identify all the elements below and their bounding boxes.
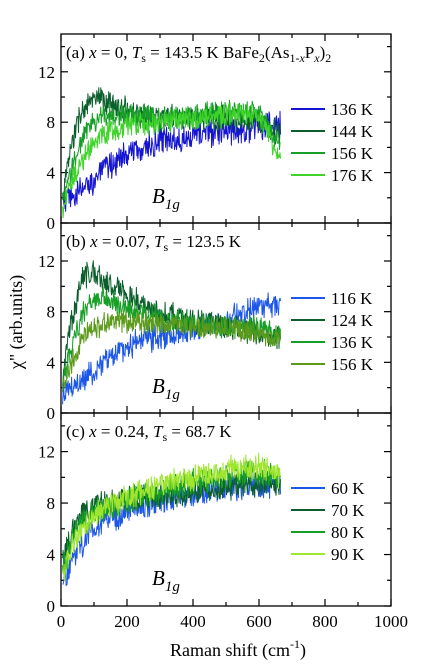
panel-c-title-tvar: T	[153, 422, 164, 441]
legend-label: 176 K	[331, 166, 374, 185]
x-tick-label: 800	[312, 612, 338, 631]
y-tick-label: 12	[38, 63, 55, 82]
panel-b-title: (b) x = 0.07, Ts = 123.5 K	[66, 232, 242, 254]
panel-a-title-fmid: (As	[265, 43, 290, 62]
panel-a-title-fclose: )	[320, 43, 326, 62]
panel-a-title: (a) x = 0, Ts = 143.5 K BaFe2(As1-xPx)2	[66, 43, 331, 65]
legend-label: 116 K	[331, 289, 373, 308]
x-axis-title: Raman shift (cm-1)	[170, 637, 306, 661]
x-tick-label: 1000	[374, 612, 408, 631]
legend-label: 136 K	[331, 100, 374, 119]
panel-a-title-fsub3: x	[313, 51, 320, 65]
x-axis-title-text: Raman shift (cm	[170, 640, 290, 661]
panel-b-title-tvar: T	[154, 232, 165, 251]
panel-c-frame	[60, 412, 392, 607]
legend-label: 90 K	[331, 545, 365, 564]
y-tick-label: 4	[47, 164, 56, 183]
x-tick-label: 200	[114, 612, 140, 631]
x-tick-label: 0	[57, 612, 66, 631]
x-tick-label: 400	[180, 612, 206, 631]
panel-a-title-fp: P	[305, 43, 314, 62]
panel-b-curves	[62, 260, 281, 405]
y-tick-label: 12	[38, 443, 55, 462]
panel-c-title: (c) x = 0.24, Ts = 68.7 K	[66, 422, 232, 444]
panel-c-ticks: 0 4 8 12 0 200 400 600 800 1000	[38, 413, 408, 631]
y-tick-label: 0	[47, 597, 56, 616]
series-line-136-k	[62, 287, 281, 392]
panel-a-title-fsub2: 1-	[289, 51, 299, 65]
panel-a-title-prefix: (a)	[66, 43, 89, 62]
legend-label: 136 K	[331, 333, 374, 352]
y-tick-label: 4	[47, 353, 56, 372]
legend-label: 156 K	[331, 355, 374, 374]
panel-c-curves	[62, 452, 281, 587]
y-tick-label: 0	[47, 214, 56, 233]
panel-b-symmetry-label: B1g	[152, 374, 180, 403]
panel-b-legend: 116 K 124 K 136 K 156 K	[291, 289, 374, 374]
y-tick-label: 8	[47, 303, 56, 322]
y-axis-title: χ" (arb.units)	[6, 275, 27, 370]
series-line-136-k	[62, 110, 281, 212]
y-tick-label: 8	[47, 113, 56, 132]
legend-label: 60 K	[331, 479, 365, 498]
panel-a-title-teq: = 143.5 K BaFe	[146, 43, 259, 62]
panel-b: 0 4 8 12 (b) x = 0.07, Ts = 123.5 K B1g 116…	[38, 222, 392, 423]
panel-b-title-xvar: x	[89, 232, 98, 251]
panel-a-title-tsub: s	[141, 51, 146, 65]
panel-b-title-teq: = 123.5 K	[168, 232, 242, 251]
panel-a-title-xeq: = 0,	[97, 43, 132, 62]
x-axis-title-sup: -1	[290, 637, 300, 651]
panel-c-symmetry-label: B1g	[152, 566, 180, 595]
panel-c-title-tsub: s	[162, 430, 167, 444]
legend-label: 70 K	[331, 501, 365, 520]
panel-a-title-xvar: x	[88, 43, 97, 62]
panel-b-ticks: 0 4 8 12	[38, 223, 392, 423]
y-tick-label: 12	[38, 252, 55, 271]
panel-a-title-fsub2b: x	[298, 51, 305, 65]
x-axis-title-close: )	[300, 640, 306, 661]
panel-c-title-xvar: x	[88, 422, 97, 441]
legend-label: 80 K	[331, 523, 365, 542]
legend-label: 144 K	[331, 122, 374, 141]
panel-a-title-fsub4: 2	[325, 51, 331, 65]
y-tick-label: 4	[47, 546, 56, 565]
panel-c-legend: 60 K 70 K 80 K 90 K	[291, 479, 365, 564]
panel-b-title-tsub: s	[163, 240, 168, 254]
panel-a-symmetry-label: B1g	[152, 184, 180, 213]
legend-label: 156 K	[331, 144, 374, 163]
panel-b-title-xeq: = 0.07,	[98, 232, 154, 251]
panel-c-title-prefix: (c)	[66, 422, 89, 441]
panel-c: 0 4 8 12 0 200 400 600 800 1000 (c) x = 0.24, Ts …	[38, 412, 408, 631]
series-line-116-k	[62, 292, 281, 405]
panel-c-title-teq: = 68.7 K	[167, 422, 232, 441]
y-tick-label: 8	[47, 494, 56, 513]
series-line-156-k	[62, 310, 281, 393]
y-tick-label: 0	[47, 404, 56, 423]
x-tick-label: 600	[246, 612, 272, 631]
series-line-176-k	[62, 102, 281, 219]
panel-a-legend: 136 K 144 K 156 K 176 K	[291, 100, 374, 185]
panel-a-curves	[62, 87, 281, 219]
series-line-90-k	[62, 452, 281, 582]
legend-label: 124 K	[331, 311, 374, 330]
panel-a-title-fsub1: 2	[259, 51, 265, 65]
panel-a-title-tvar: T	[132, 43, 143, 62]
panel-c-title-xeq: = 0.24,	[97, 422, 153, 441]
panel-b-title-prefix: (b)	[66, 232, 90, 251]
